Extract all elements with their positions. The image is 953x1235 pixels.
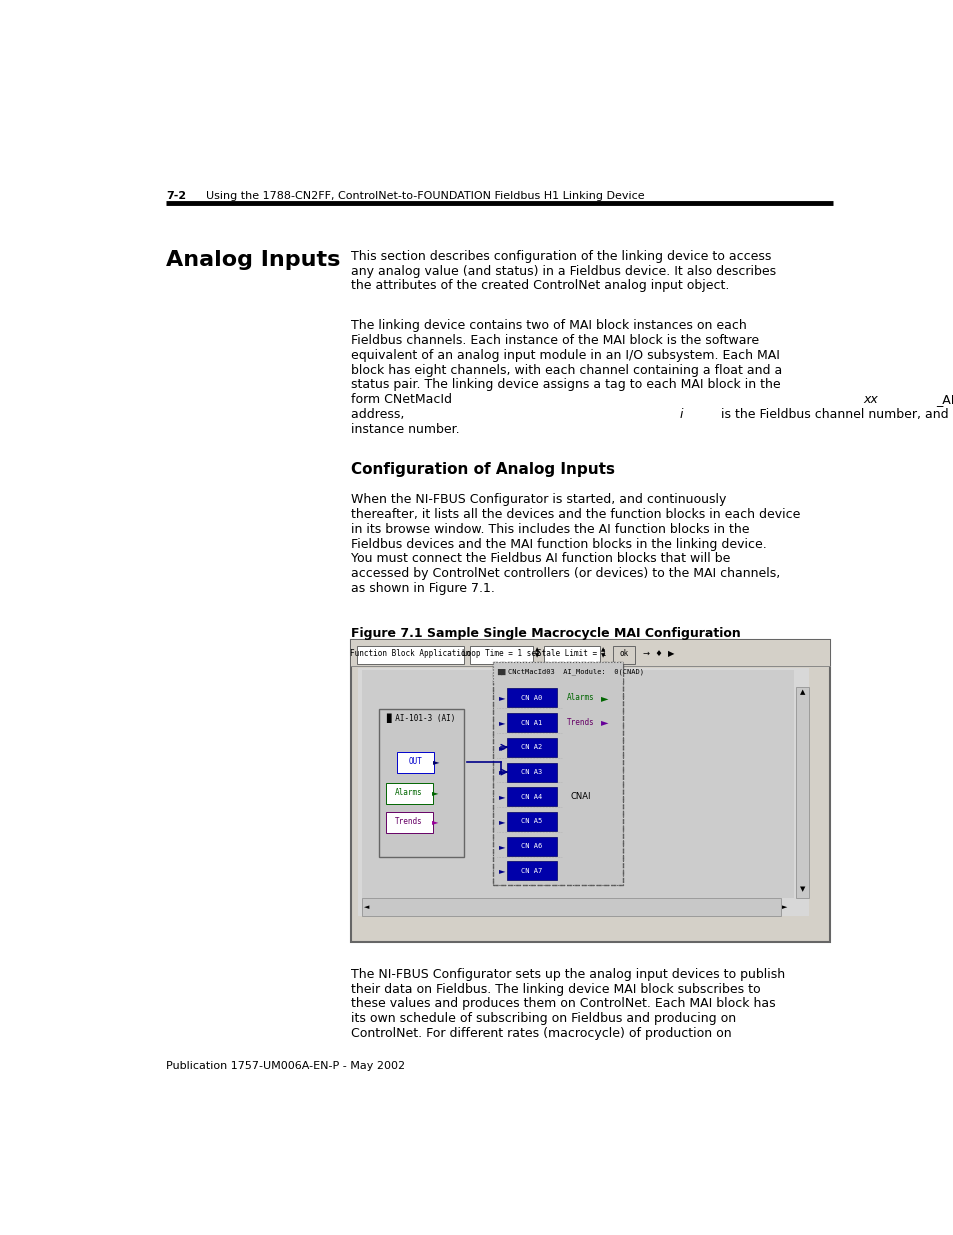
Text: You must connect the Fieldbus AI function blocks that will be: You must connect the Fieldbus AI functio… [351, 552, 729, 566]
Text: When the NI-FBUS Configurator is started, and continuously: When the NI-FBUS Configurator is started… [351, 494, 725, 506]
FancyBboxPatch shape [506, 836, 557, 856]
FancyBboxPatch shape [506, 737, 557, 757]
Text: as shown in Figure 7.1.: as shown in Figure 7.1. [351, 582, 494, 595]
Text: is the Fieldbus channel number, and: is the Fieldbus channel number, and [716, 408, 951, 421]
FancyBboxPatch shape [506, 762, 557, 782]
Text: CN A3: CN A3 [520, 769, 542, 776]
Text: any analog value (and status) in a Fieldbus device. It also describes: any analog value (and status) in a Field… [351, 264, 775, 278]
Text: i: i [679, 408, 683, 421]
FancyBboxPatch shape [470, 646, 533, 663]
Text: ►: ► [498, 867, 505, 876]
Text: CN A7: CN A7 [520, 868, 542, 874]
Text: Alarms: Alarms [395, 788, 422, 798]
Bar [795, 688, 808, 899]
Text: xx: xx [862, 393, 877, 406]
Bar [493, 662, 622, 683]
Text: CNctMacId03  AI_Module:  0(CNAD): CNctMacId03 AI_Module: 0(CNAD) [508, 669, 643, 676]
Text: accessed by ControlNet controllers (or devices) to the MAI channels,: accessed by ControlNet controllers (or d… [351, 567, 780, 580]
Text: The linking device contains two of MAI block instances on each: The linking device contains two of MAI b… [351, 320, 745, 332]
Text: Configuration of Analog Inputs: Configuration of Analog Inputs [351, 462, 614, 477]
Text: ►: ► [498, 742, 505, 752]
FancyBboxPatch shape [506, 713, 557, 732]
Text: ▼: ▼ [799, 885, 804, 892]
Text: the attributes of the created ControlNet analog input object.: the attributes of the created ControlNet… [351, 279, 728, 293]
Text: their data on Fieldbus. The linking device MAI block subscribes to: their data on Fieldbus. The linking devi… [351, 983, 760, 995]
Text: form CNetMacId: form CNetMacId [351, 393, 451, 406]
Text: Using the 1788-CN2FF, ControlNet-to-FOUNDATION Fieldbus H1 Linking Device: Using the 1788-CN2FF, ControlNet-to-FOUN… [206, 190, 644, 200]
Text: →  ♦  ▶: → ♦ ▶ [642, 648, 674, 658]
Bar [357, 668, 808, 915]
Text: equivalent of an analog input module in an I/O subsystem. Each MAI: equivalent of an analog input module in … [351, 348, 779, 362]
Text: address,: address, [351, 408, 408, 421]
Text: ►: ► [432, 788, 437, 798]
FancyBboxPatch shape [506, 688, 557, 708]
Text: 7-2: 7-2 [166, 190, 186, 200]
FancyBboxPatch shape [396, 752, 434, 773]
Bar [378, 709, 463, 857]
Text: ►: ► [498, 792, 505, 802]
Text: CNAI: CNAI [571, 792, 591, 802]
Text: ►: ► [498, 693, 505, 703]
Text: CN A4: CN A4 [520, 794, 542, 800]
Text: Loop Time = 1 sec: Loop Time = 1 sec [461, 648, 540, 658]
Bar [361, 671, 794, 899]
Text: ▲
▼: ▲ ▼ [600, 647, 605, 658]
Text: ►: ► [433, 757, 439, 766]
FancyBboxPatch shape [493, 662, 622, 885]
Text: Alarms: Alarms [567, 693, 595, 703]
Text: ▲: ▲ [799, 689, 804, 695]
Text: Fieldbus devices and the MAI function blocks in the linking device.: Fieldbus devices and the MAI function bl… [351, 537, 765, 551]
Text: CN A0: CN A0 [520, 695, 542, 700]
Text: its own schedule of subscribing on Fieldbus and producing on: its own schedule of subscribing on Field… [351, 1013, 735, 1025]
FancyBboxPatch shape [386, 783, 433, 804]
Text: CN A6: CN A6 [520, 844, 542, 850]
Text: block has eight channels, with each channel containing a float and a: block has eight channels, with each chan… [351, 363, 781, 377]
FancyBboxPatch shape [506, 862, 557, 881]
Text: status pair. The linking device assigns a tag to each MAI block in the: status pair. The linking device assigns … [351, 378, 780, 391]
Text: _AI_Module: _AI_Module [935, 393, 953, 406]
Text: CN A5: CN A5 [520, 819, 542, 825]
Text: Publication 1757-UM006A-EN-P - May 2002: Publication 1757-UM006A-EN-P - May 2002 [166, 1061, 404, 1071]
Text: This section describes configuration of the linking device to access: This section describes configuration of … [351, 249, 770, 263]
Text: ControlNet. For different rates (macrocycle) of production on: ControlNet. For different rates (macrocy… [351, 1026, 731, 1040]
Text: OUT: OUT [409, 757, 422, 766]
Text: ►: ► [498, 842, 505, 851]
Text: ▲
▼: ▲ ▼ [535, 647, 538, 658]
Text: CN A1: CN A1 [520, 720, 542, 726]
Text: ►: ► [498, 767, 505, 777]
Text: █ AI-101-3 (AI): █ AI-101-3 (AI) [386, 713, 455, 722]
FancyBboxPatch shape [386, 811, 433, 832]
Text: instance number.: instance number. [351, 422, 458, 436]
Text: ►: ► [600, 693, 607, 703]
Bar [361, 899, 781, 915]
Text: thereafter, it lists all the devices and the function blocks in each device: thereafter, it lists all the devices and… [351, 508, 800, 521]
Text: ◄: ◄ [364, 904, 369, 910]
FancyBboxPatch shape [506, 787, 557, 806]
Text: Analog Inputs: Analog Inputs [166, 249, 340, 270]
Text: The NI-FBUS Configurator sets up the analog input devices to publish: The NI-FBUS Configurator sets up the ana… [351, 968, 784, 981]
Text: Trends: Trends [395, 818, 422, 826]
Text: ►: ► [781, 904, 786, 910]
Text: these values and produces them on ControlNet. Each MAI block has: these values and produces them on Contro… [351, 998, 775, 1010]
Bar [351, 640, 829, 942]
Text: ►: ► [432, 818, 437, 826]
Text: Stale Limit = 1: Stale Limit = 1 [537, 648, 606, 658]
Text: Trends: Trends [567, 718, 595, 727]
FancyBboxPatch shape [356, 646, 463, 663]
Text: CN A2: CN A2 [520, 745, 542, 751]
Text: ►: ► [498, 718, 505, 727]
Text: ►: ► [600, 718, 607, 727]
Text: ok: ok [618, 648, 628, 658]
Text: ►: ► [498, 818, 505, 826]
Text: ██: ██ [497, 669, 505, 676]
Bar [351, 640, 829, 667]
Text: Function Block Application: Function Block Application [350, 648, 470, 658]
FancyBboxPatch shape [613, 646, 635, 663]
Text: Figure 7.1 Sample Single Macrocycle MAI Configuration: Figure 7.1 Sample Single Macrocycle MAI … [351, 626, 740, 640]
Text: Fieldbus channels. Each instance of the MAI block is the software: Fieldbus channels. Each instance of the … [351, 335, 758, 347]
FancyBboxPatch shape [506, 811, 557, 831]
FancyBboxPatch shape [544, 646, 599, 663]
Text: in its browse window. This includes the AI function blocks in the: in its browse window. This includes the … [351, 522, 748, 536]
